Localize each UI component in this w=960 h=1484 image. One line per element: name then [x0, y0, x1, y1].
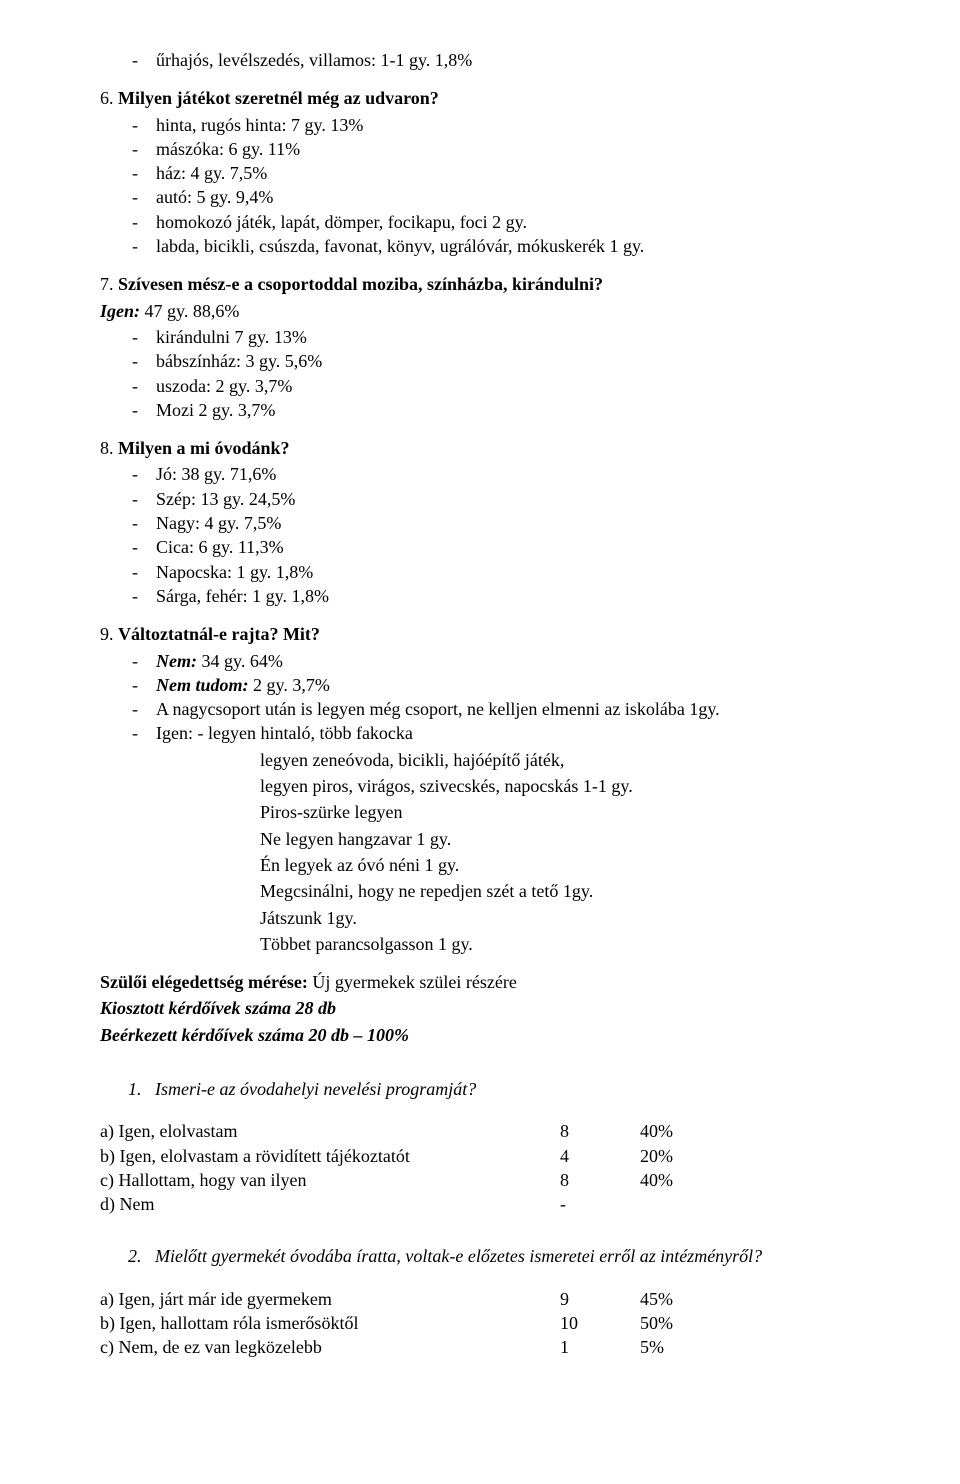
q-text: Milyen a mi óvodánk? — [118, 438, 290, 458]
list-item: Sárga, fehér: 1 gy. 1,8% — [100, 584, 880, 608]
row-pct: 5% — [640, 1335, 720, 1359]
row-n: - — [560, 1192, 640, 1216]
question-6: 6. Milyen játékot szeretnél még az udvar… — [100, 86, 880, 258]
row-pct: 20% — [640, 1144, 720, 1168]
sub-item: legyen zeneóvoda, bicikli, hajóépítő ját… — [100, 748, 880, 772]
row-n: 4 — [560, 1144, 640, 1168]
table-row: c) Hallottam, hogy van ilyen 8 40% — [100, 1168, 880, 1192]
section-line-1: Szülői elégedettség mérése: Új gyermekek… — [100, 970, 880, 994]
row-n: 10 — [560, 1311, 640, 1335]
list-item: Jó: 38 gy. 71,6% — [100, 462, 880, 486]
table-row: a) Igen, járt már ide gyermekem 9 45% — [100, 1287, 880, 1311]
sq1-title: 1. Ismeri-e az óvodahelyi nevelési progr… — [100, 1077, 880, 1101]
q-text: Milyen játékot szeretnél még az udvaron? — [118, 88, 439, 108]
list-item: Cica: 6 gy. 11,3% — [100, 535, 880, 559]
section-title: Szülői elégedettség mérése: — [100, 972, 308, 992]
item-rest: 34 gy. 64% — [197, 651, 283, 671]
q-num: 9. — [100, 624, 114, 644]
question-8: 8. Milyen a mi óvodánk? Jó: 38 gy. 71,6%… — [100, 436, 880, 608]
table-row: c) Nem, de ez van legközelebb 1 5% — [100, 1335, 880, 1359]
row-label: d) Nem — [100, 1192, 560, 1216]
sub-item: Piros-szürke legyen — [100, 800, 880, 824]
sub-item: Többet parancsolgasson 1 gy. — [100, 932, 880, 956]
section-line-2: Kiosztott kérdőívek száma 28 db — [100, 996, 880, 1020]
list-item: homokozó játék, lapát, dömper, focikapu,… — [100, 210, 880, 234]
sq2-table: a) Igen, járt már ide gyermekem 9 45% b)… — [100, 1287, 880, 1360]
table-row: a) Igen, elolvastam 8 40% — [100, 1119, 880, 1143]
list-item: bábszínház: 3 gy. 5,6% — [100, 349, 880, 373]
orphan-list: űrhajós, levélszedés, villamos: 1-1 gy. … — [100, 48, 880, 72]
sq2-title: 2. Mielőtt gyermekét óvodába íratta, vol… — [100, 1244, 880, 1268]
list-item: hinta, rugós hinta: 7 gy. 13% — [100, 113, 880, 137]
answer-list: kirándulni 7 gy. 13% bábszínház: 3 gy. 5… — [100, 325, 880, 422]
item-prefix: Nem tudom: — [156, 675, 249, 695]
list-item: Nem tudom: 2 gy. 3,7% — [100, 673, 880, 697]
list-item: autó: 5 gy. 9,4% — [100, 185, 880, 209]
item-rest: 2 gy. 3,7% — [249, 675, 330, 695]
sub-item: Én legyek az óvó néni 1 gy. — [100, 853, 880, 877]
list-item: Nagy: 4 gy. 7,5% — [100, 511, 880, 535]
sub-item: Játszunk 1gy. — [100, 906, 880, 930]
q-text: Szívesen mész-e a csoportoddal moziba, s… — [118, 274, 603, 294]
section-rest: Új gyermekek szülei részére — [308, 972, 517, 992]
list-item: Igen: - legyen hintaló, több fakocka — [100, 721, 880, 745]
list-item: Nem: 34 gy. 64% — [100, 649, 880, 673]
list-item: ház: 4 gy. 7,5% — [100, 161, 880, 185]
row-label: a) Igen, járt már ide gyermekem — [100, 1287, 560, 1311]
sub-list: legyen zeneóvoda, bicikli, hajóépítő ját… — [100, 748, 880, 956]
list-item: Szép: 13 gy. 24,5% — [100, 487, 880, 511]
row-label: a) Igen, elolvastam — [100, 1119, 560, 1143]
q-num: 1. — [128, 1079, 142, 1099]
row-n: 9 — [560, 1287, 640, 1311]
q-text: Változtatnál-e rajta? Mit? — [118, 624, 320, 644]
q-num: 2. — [128, 1246, 142, 1266]
section-line-3: Beérkezett kérdőívek száma 20 db – 100% — [100, 1023, 880, 1047]
q-num: 7. — [100, 274, 114, 294]
q-num: 8. — [100, 438, 114, 458]
question-title: 6. Milyen játékot szeretnél még az udvar… — [100, 86, 880, 110]
answer-prefix: Igen: — [100, 301, 140, 321]
row-label: c) Hallottam, hogy van ilyen — [100, 1168, 560, 1192]
row-n: 8 — [560, 1168, 640, 1192]
list-item: mászóka: 6 gy. 11% — [100, 137, 880, 161]
table-row: d) Nem - — [100, 1192, 880, 1216]
list-item: A nagycsoport után is legyen még csoport… — [100, 697, 880, 721]
row-pct — [640, 1192, 720, 1216]
row-pct: 40% — [640, 1119, 720, 1143]
question-title: 9. Változtatnál-e rajta? Mit? — [100, 622, 880, 646]
sub-item: Ne legyen hangzavar 1 gy. — [100, 827, 880, 851]
list-item: uszoda: 2 gy. 3,7% — [100, 374, 880, 398]
question-title: 7. Szívesen mész-e a csoportoddal moziba… — [100, 272, 880, 296]
list-item: Mozi 2 gy. 3,7% — [100, 398, 880, 422]
table-row: b) Igen, hallottam róla ismerősöktől 10 … — [100, 1311, 880, 1335]
sub-item: Megcsinálni, hogy ne repedjen szét a tet… — [100, 879, 880, 903]
answer-list: hinta, rugós hinta: 7 gy. 13% mászóka: 6… — [100, 113, 880, 259]
answer-value: 47 gy. 88,6% — [140, 301, 239, 321]
row-label: b) Igen, elolvastam a rövidített tájékoz… — [100, 1144, 560, 1168]
list-item: kirándulni 7 gy. 13% — [100, 325, 880, 349]
question-title: 8. Milyen a mi óvodánk? — [100, 436, 880, 460]
list-item: űrhajós, levélszedés, villamos: 1-1 gy. … — [100, 48, 880, 72]
answer-list: Jó: 38 gy. 71,6% Szép: 13 gy. 24,5% Nagy… — [100, 462, 880, 608]
row-label: b) Igen, hallottam róla ismerősöktől — [100, 1311, 560, 1335]
question-7: 7. Szívesen mész-e a csoportoddal moziba… — [100, 272, 880, 422]
question-9: 9. Változtatnál-e rajta? Mit? Nem: 34 gy… — [100, 622, 880, 956]
list-item: Napocska: 1 gy. 1,8% — [100, 560, 880, 584]
item-prefix: Nem: — [156, 651, 197, 671]
row-pct: 50% — [640, 1311, 720, 1335]
row-n: 8 — [560, 1119, 640, 1143]
q-text: Mielőtt gyermekét óvodába íratta, voltak… — [155, 1246, 762, 1266]
q-text: Ismeri-e az óvodahelyi nevelési programj… — [155, 1079, 476, 1099]
table-row: b) Igen, elolvastam a rövidített tájékoz… — [100, 1144, 880, 1168]
sub-item: legyen piros, virágos, szivecskés, napoc… — [100, 774, 880, 798]
q-num: 6. — [100, 88, 114, 108]
answer-list: Nem: 34 gy. 64% Nem tudom: 2 gy. 3,7% A … — [100, 649, 880, 746]
list-item: labda, bicikli, csúszda, favonat, könyv,… — [100, 234, 880, 258]
row-n: 1 — [560, 1335, 640, 1359]
row-pct: 40% — [640, 1168, 720, 1192]
row-label: c) Nem, de ez van legközelebb — [100, 1335, 560, 1359]
answer-line: Igen: 47 gy. 88,6% — [100, 299, 880, 323]
sq1-table: a) Igen, elolvastam 8 40% b) Igen, elolv… — [100, 1119, 880, 1216]
row-pct: 45% — [640, 1287, 720, 1311]
